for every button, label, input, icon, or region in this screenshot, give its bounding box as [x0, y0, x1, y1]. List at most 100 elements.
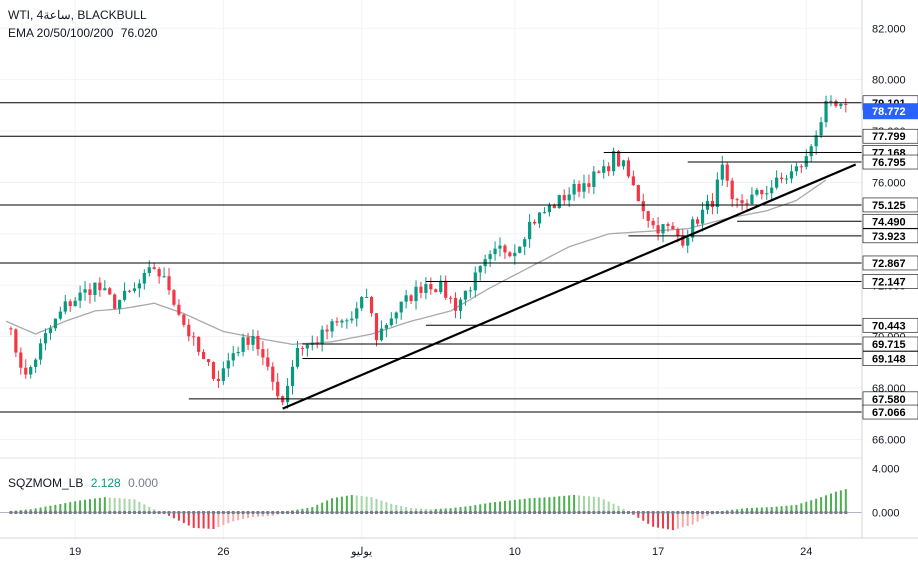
candle-body: [226, 360, 230, 369]
momentum-bar: [755, 507, 758, 513]
momentum-bar: [805, 501, 808, 513]
candle-body: [449, 297, 453, 299]
candle-body: [211, 362, 216, 379]
momentum-bar: [88, 499, 91, 513]
candle-body: [108, 288, 112, 295]
momentum-bar: [612, 503, 615, 513]
squeeze-dot: [794, 511, 798, 515]
squeeze-dot: [305, 511, 309, 515]
squeeze-dot: [300, 511, 304, 515]
squeeze-dot: [88, 511, 92, 515]
squeeze-dot: [463, 511, 467, 515]
candle-body: [607, 166, 611, 172]
squeeze-dot: [612, 511, 616, 515]
candle-body: [409, 295, 413, 302]
momentum-bar: [98, 497, 101, 513]
price-labels-layer: 79.10177.79977.16876.79575.12574.49073.9…: [862, 95, 918, 420]
squeeze-dot: [814, 511, 818, 515]
momentum-bar: [419, 508, 422, 513]
squeeze-dot: [276, 511, 280, 515]
squeeze-dot: [256, 511, 260, 515]
squeeze-dot: [622, 511, 625, 515]
squeeze-dot: [409, 511, 413, 515]
squeeze-dot: [48, 511, 52, 515]
candle-body: [740, 200, 744, 204]
momentum-bar: [736, 509, 739, 513]
squeeze-dot: [14, 511, 18, 515]
squeeze-dot: [221, 511, 225, 515]
candle-body: [177, 304, 181, 315]
squeeze-dot: [454, 511, 458, 515]
candle-body: [38, 343, 43, 360]
momentum-bar: [479, 504, 482, 513]
ema-value: 76.020: [120, 26, 158, 40]
candle-body: [513, 252, 517, 257]
candle-body: [157, 269, 161, 277]
squeeze-dot: [271, 511, 275, 515]
momentum-bar: [74, 501, 77, 513]
candle-body: [14, 329, 18, 353]
momentum-bar: [800, 503, 803, 513]
squeeze-dot: [182, 511, 186, 515]
candle-body: [765, 193, 769, 195]
squeeze-dot: [478, 511, 482, 515]
squeeze-dot: [24, 511, 28, 515]
candle-body: [434, 289, 438, 293]
momentum-bar: [513, 499, 516, 513]
squeeze-dot: [651, 511, 655, 515]
candle-body: [93, 282, 97, 295]
squeeze-dot: [350, 511, 354, 515]
level-label: 72.867: [862, 255, 918, 271]
momentum-bar: [54, 504, 57, 513]
squeeze-dot: [132, 511, 136, 515]
squeeze-dot: [824, 511, 828, 515]
squeeze-dot: [434, 511, 438, 515]
squeeze-dot: [370, 511, 374, 515]
momentum-bar: [64, 503, 67, 513]
candle-body: [587, 183, 591, 187]
squeeze-dot: [597, 511, 601, 515]
candle-body: [68, 301, 72, 307]
momentum-bar: [355, 495, 358, 513]
candle-body: [537, 212, 542, 224]
candle-body: [686, 237, 690, 246]
momentum-bar: [790, 505, 793, 513]
momentum-bar: [49, 505, 52, 513]
momentum-bar: [434, 508, 437, 513]
candle-body: [127, 290, 132, 292]
momentum-legend: SQZMOM_LB 2.128 0.000: [8, 476, 162, 490]
time-tick: 24: [800, 546, 812, 558]
squeeze-dot: [177, 511, 181, 515]
candle-body: [330, 321, 334, 332]
candle-body: [256, 335, 260, 350]
candle-body: [29, 367, 33, 375]
candle-body: [715, 179, 719, 207]
candle-body: [429, 283, 433, 290]
candle-body: [463, 290, 468, 300]
squeeze-dot: [523, 511, 527, 515]
momentum-bar: [741, 508, 744, 513]
momentum-bar: [558, 496, 561, 513]
candle-body: [63, 301, 67, 312]
momentum-bar: [686, 512, 689, 526]
momentum-label: SQZMOM_LB: [8, 476, 84, 490]
level-label-box: [862, 336, 918, 352]
momentum-bar: [523, 498, 526, 513]
squeeze-dot: [631, 511, 635, 515]
candle-body: [394, 312, 398, 319]
squeeze-dot: [715, 511, 719, 515]
squeeze-dot: [142, 511, 146, 515]
squeeze-dot: [829, 511, 833, 515]
squeeze-dot: [449, 511, 453, 515]
candle-body: [528, 221, 532, 240]
momentum-bar: [815, 498, 818, 513]
momentum-bar: [765, 507, 768, 513]
squeeze-dot: [394, 511, 398, 515]
candle-body: [118, 299, 122, 309]
candle-body: [369, 296, 374, 314]
candle-body: [518, 246, 522, 253]
candle-body: [562, 195, 566, 201]
level-label-text: 74.490: [872, 216, 906, 228]
